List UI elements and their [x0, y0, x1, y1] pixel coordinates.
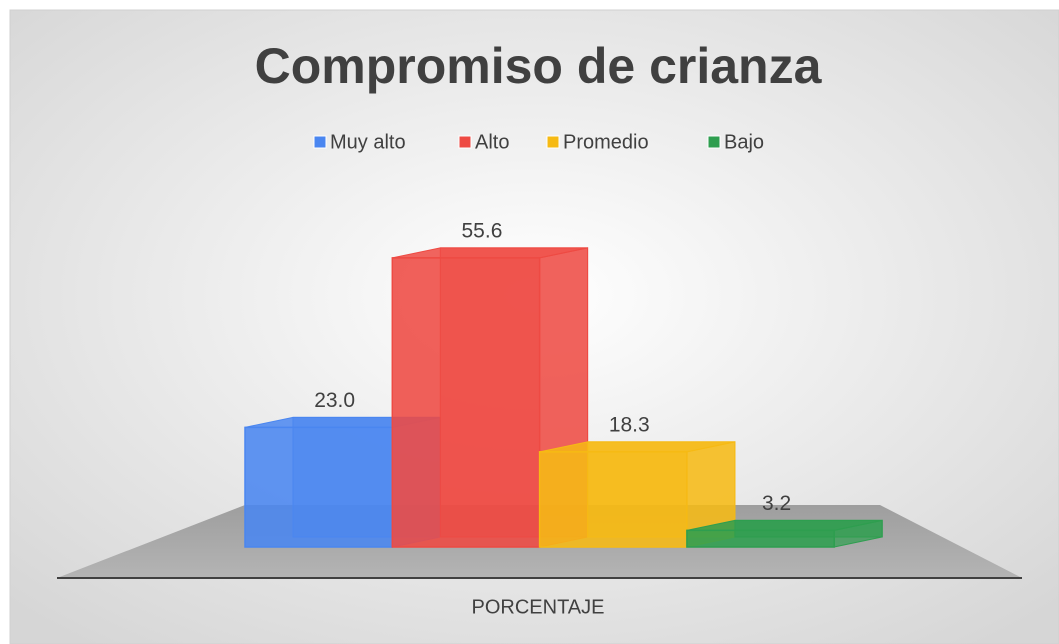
legend-label: Alto — [475, 131, 509, 153]
x-tick-label: PORCENTAJE — [472, 596, 605, 618]
legend-label: Promedio — [563, 131, 649, 153]
legend-swatch — [458, 135, 472, 149]
data-label: 55.6 — [462, 219, 503, 242]
bar — [538, 441, 736, 548]
chart-title: Compromiso de crianza — [255, 38, 823, 94]
legend-label: Bajo — [724, 131, 764, 153]
data-label: 23.0 — [314, 389, 355, 412]
legend-swatch — [707, 135, 721, 149]
bar-front — [391, 257, 541, 548]
legend-label: Muy alto — [330, 131, 406, 153]
bar — [686, 519, 883, 548]
data-label: 3.2 — [762, 492, 791, 515]
bars: 23.0 55.6 18.3 3.2 — [244, 219, 883, 548]
bar-front — [686, 529, 835, 548]
legend-swatch — [546, 135, 560, 149]
bar-front — [538, 451, 688, 548]
data-label: 18.3 — [609, 413, 650, 436]
bar-front — [244, 426, 394, 548]
legend-swatch — [313, 135, 327, 149]
legend: Muy alto Alto Promedio Bajo — [313, 131, 764, 153]
